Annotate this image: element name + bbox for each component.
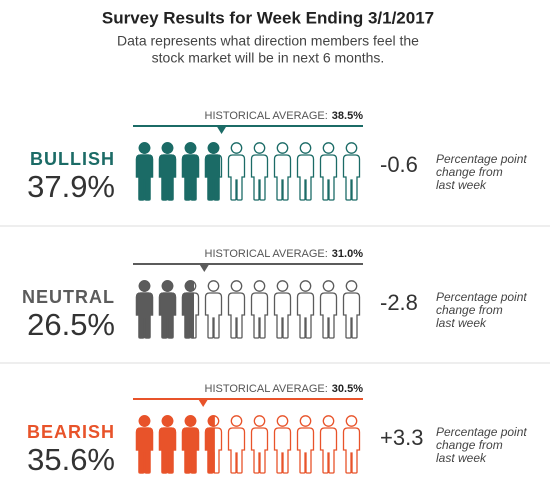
icon-fill <box>135 415 215 474</box>
average-text: HISTORICAL AVERAGE: 30.5% <box>205 383 364 395</box>
series-name: BULLISH <box>30 149 115 169</box>
average-caption: HISTORICAL AVERAGE: <box>205 110 328 122</box>
subtitle: stock market will be in next 6 months. <box>152 50 385 66</box>
series-name: BEARISH <box>27 422 115 442</box>
change-note: last week <box>436 451 487 465</box>
change-note: last week <box>436 178 487 192</box>
value-label: 35.6% <box>27 442 115 477</box>
value-label: 26.5% <box>27 307 115 342</box>
change-note: Percentage point <box>436 425 527 439</box>
change-label: -0.6 <box>380 152 418 177</box>
average-label: 31.0% <box>332 248 363 260</box>
average-caption: HISTORICAL AVERAGE: <box>205 248 328 260</box>
change-note: change from <box>436 165 503 179</box>
series-name: NEUTRAL <box>22 287 115 307</box>
average-marker <box>199 264 210 272</box>
change-note: change from <box>436 303 503 317</box>
change-note: change from <box>436 438 503 452</box>
change-label: +3.3 <box>380 425 423 450</box>
change-note: Percentage point <box>436 152 527 166</box>
average-label: 38.5% <box>332 110 363 122</box>
value-label: 37.9% <box>27 169 115 204</box>
average-caption: HISTORICAL AVERAGE: <box>205 383 328 395</box>
average-text: HISTORICAL AVERAGE: 31.0% <box>205 248 364 260</box>
average-marker <box>198 399 209 407</box>
subtitle: Data represents what direction members f… <box>117 33 419 49</box>
change-note: last week <box>436 316 487 330</box>
average-text: HISTORICAL AVERAGE: 38.5% <box>205 110 364 122</box>
change-note: Percentage point <box>436 290 527 304</box>
average-marker <box>216 126 227 134</box>
change-label: -2.8 <box>380 290 418 315</box>
icon-fill <box>135 280 194 339</box>
chart-title: Survey Results for Week Ending 3/1/2017 <box>102 8 434 27</box>
icon-fill <box>135 142 221 201</box>
average-label: 30.5% <box>332 383 363 395</box>
